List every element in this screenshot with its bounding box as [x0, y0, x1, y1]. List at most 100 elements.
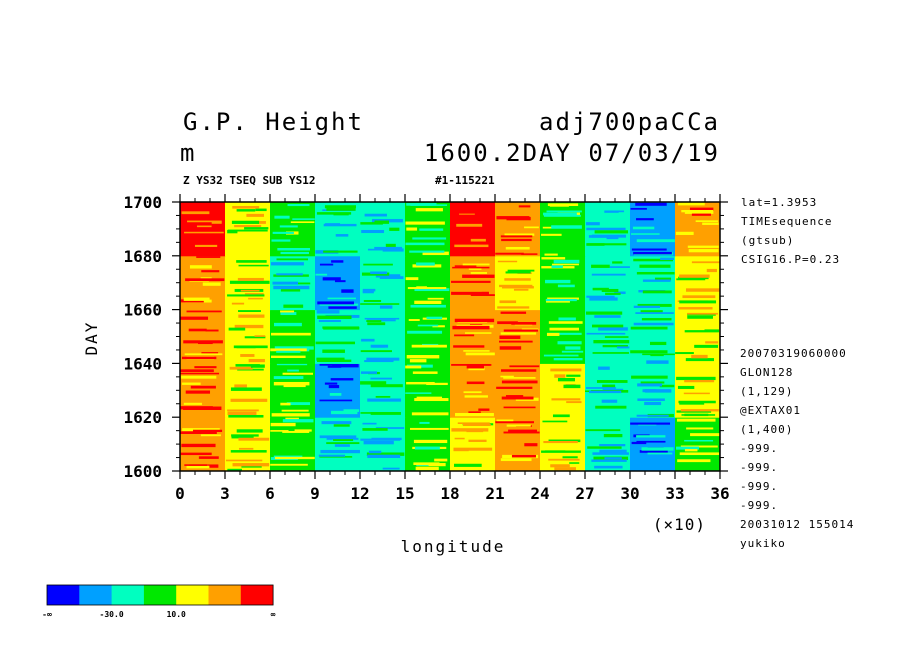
heatmap-streak — [554, 467, 576, 471]
heatmap-streak — [636, 440, 666, 443]
heatmap-streak — [270, 430, 289, 432]
heatmap-streak — [416, 396, 443, 400]
heatmap-streak — [682, 295, 716, 299]
heatmap-streak — [363, 299, 382, 302]
heatmap-streak — [589, 390, 622, 394]
heatmap-streak — [409, 359, 427, 363]
heatmap-streak — [225, 459, 263, 462]
heatmap-streak — [315, 273, 328, 276]
heatmap-streak — [558, 317, 576, 321]
heatmap-streak — [422, 251, 449, 256]
heatmap-streak — [598, 366, 610, 370]
heatmap-streak — [509, 365, 540, 368]
heatmap-streak — [186, 310, 222, 313]
heatmap-streak — [234, 225, 262, 228]
heatmap-streak — [591, 459, 627, 462]
heatmap-streak — [181, 375, 217, 379]
x-tick-label: 9 — [310, 484, 320, 503]
heatmap-streak — [637, 383, 662, 387]
heatmap-streak — [506, 424, 531, 427]
heatmap-streak — [180, 369, 214, 373]
heatmap-streak — [684, 379, 715, 383]
heatmap-streak — [550, 464, 570, 468]
heatmap-streak — [557, 377, 576, 382]
heatmap-streak — [231, 220, 260, 224]
heatmap-streak — [361, 272, 390, 276]
heatmap-streak — [495, 421, 535, 424]
heatmap-streak — [503, 406, 536, 409]
heatmap-streak — [496, 386, 533, 389]
heatmap-streak — [637, 303, 672, 307]
heatmap-cell — [360, 417, 406, 471]
heatmap-streak — [548, 439, 581, 443]
heatmap-streak — [630, 350, 668, 354]
heatmap-streak — [280, 288, 301, 292]
heatmap-streak — [317, 301, 354, 305]
heatmap-streak — [282, 372, 314, 375]
heatmap-streak — [270, 463, 308, 466]
heatmap-streak — [332, 363, 359, 368]
heatmap-streak — [547, 332, 582, 335]
heatmap-streak — [406, 381, 435, 385]
heatmap-streak — [231, 436, 254, 439]
heatmap-streak — [454, 318, 495, 323]
heatmap-streak — [319, 435, 357, 439]
heatmap-streak — [635, 312, 674, 314]
heatmap-streak — [324, 382, 338, 385]
y-tick-label: 1660 — [123, 301, 162, 320]
time-label: 1600.2DAY 07/03/19 — [424, 139, 720, 167]
heatmap-streak — [412, 371, 438, 374]
heatmap-streak — [367, 322, 386, 326]
colorbar: -∞ -30.0 10.0 ∞ — [42, 584, 276, 619]
heatmap-streak — [276, 363, 308, 366]
heatmap-streak — [412, 264, 442, 268]
x-axis-multiplier: (×10) — [653, 515, 706, 534]
heatmap-streak — [501, 380, 538, 384]
heatmap-streak — [462, 274, 495, 278]
colorbar-swatch — [208, 585, 242, 605]
heatmap-streak — [630, 207, 647, 210]
heatmap-streak — [642, 389, 657, 393]
heatmap-streak — [496, 216, 530, 220]
colorbar-swatch — [111, 585, 145, 605]
heatmap-streak — [586, 332, 626, 335]
heatmap-streak — [676, 410, 712, 413]
heatmap-streak — [468, 368, 485, 371]
heatmap-streak — [466, 381, 485, 385]
heatmap-streak — [240, 289, 260, 292]
x-tick-label: 36 — [710, 484, 729, 503]
heatmap-streak — [678, 307, 713, 310]
heatmap-streak — [637, 398, 665, 401]
heatmap-streak — [294, 429, 312, 432]
heatmap-streak — [603, 433, 623, 438]
heatmap-streak — [549, 327, 580, 331]
heatmap-streak — [591, 273, 626, 276]
heatmap-streak — [205, 329, 219, 332]
heatmap-streak — [456, 223, 483, 227]
heatmap-streak — [524, 443, 538, 447]
heatmap-streak — [341, 289, 354, 293]
heatmap-streak — [417, 324, 439, 327]
heatmap-streak — [542, 420, 568, 423]
heatmap-streak — [276, 273, 303, 276]
heatmap-streak — [676, 376, 716, 381]
heatmap-streak — [434, 458, 448, 462]
heatmap-streak — [280, 312, 297, 316]
heatmap-streak — [602, 345, 628, 348]
heatmap-streak — [503, 377, 536, 379]
heatmap-streak — [227, 411, 257, 416]
heatmap-streak — [227, 229, 268, 232]
heatmap-streak — [605, 292, 621, 295]
heatmap-streak — [639, 450, 668, 453]
heatmap-streak — [451, 291, 489, 295]
chart-title-right: adj700paCCa — [539, 108, 720, 136]
heatmap-streak — [334, 280, 346, 283]
heatmap-streak — [231, 434, 259, 437]
heatmap-streak — [679, 274, 710, 278]
x-axis-label: longitude — [401, 537, 506, 556]
heatmap-streak — [227, 294, 265, 297]
heatmap-streak — [286, 402, 311, 406]
heatmap-streak — [419, 421, 430, 424]
heatmap-streak — [602, 384, 616, 388]
heatmap-streak — [630, 326, 668, 330]
